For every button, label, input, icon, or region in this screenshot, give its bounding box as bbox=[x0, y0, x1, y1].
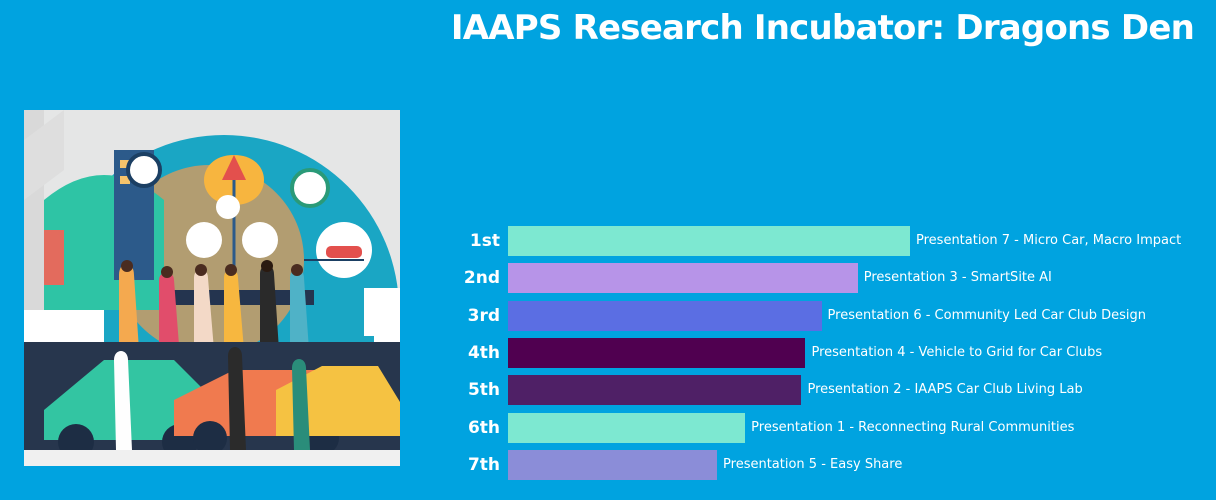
bar-label: Presentation 2 - IAAPS Car Club Living L… bbox=[807, 382, 1083, 398]
ranking-bar bbox=[508, 375, 802, 406]
rank-label: 7th bbox=[467, 454, 500, 475]
bar-label: Presentation 3 - SmartSite AI bbox=[863, 270, 1052, 286]
page-title: IAAPS Research Incubator: Dragons Den bbox=[450, 8, 1195, 48]
ranking-bar bbox=[508, 449, 718, 480]
ranking-bar bbox=[508, 226, 910, 256]
bar-label: Presentation 6 - Community Led Car Club … bbox=[827, 307, 1147, 323]
rank-label: 5th bbox=[467, 380, 500, 401]
ranking-bar bbox=[508, 337, 806, 368]
bar-label: Presentation 1 - Reconnecting Rural Comm… bbox=[751, 419, 1075, 435]
illustration-image: RESEARCH IDEAS bbox=[24, 110, 400, 466]
bar-label: Presentation 7 - Micro Car, Macro Impact bbox=[916, 233, 1182, 248]
rank-label: 3rd bbox=[467, 305, 500, 326]
rank-label: 2nd bbox=[463, 268, 500, 289]
rank-label: 4th bbox=[467, 342, 500, 363]
bar-label: Presentation 5 - Easy Share bbox=[723, 456, 903, 472]
ranking-bar-chart: 1st Presentation 7 - Micro Car, Macro Imp… bbox=[440, 210, 1216, 490]
ranking-bar bbox=[508, 263, 858, 294]
ranking-bar bbox=[508, 412, 746, 443]
ranking-bar bbox=[508, 300, 822, 331]
bar-label: Presentation 4 - Vehicle to Grid for Car… bbox=[811, 344, 1103, 360]
rank-label: 1st bbox=[469, 231, 500, 251]
rank-label: 6th bbox=[467, 417, 500, 438]
